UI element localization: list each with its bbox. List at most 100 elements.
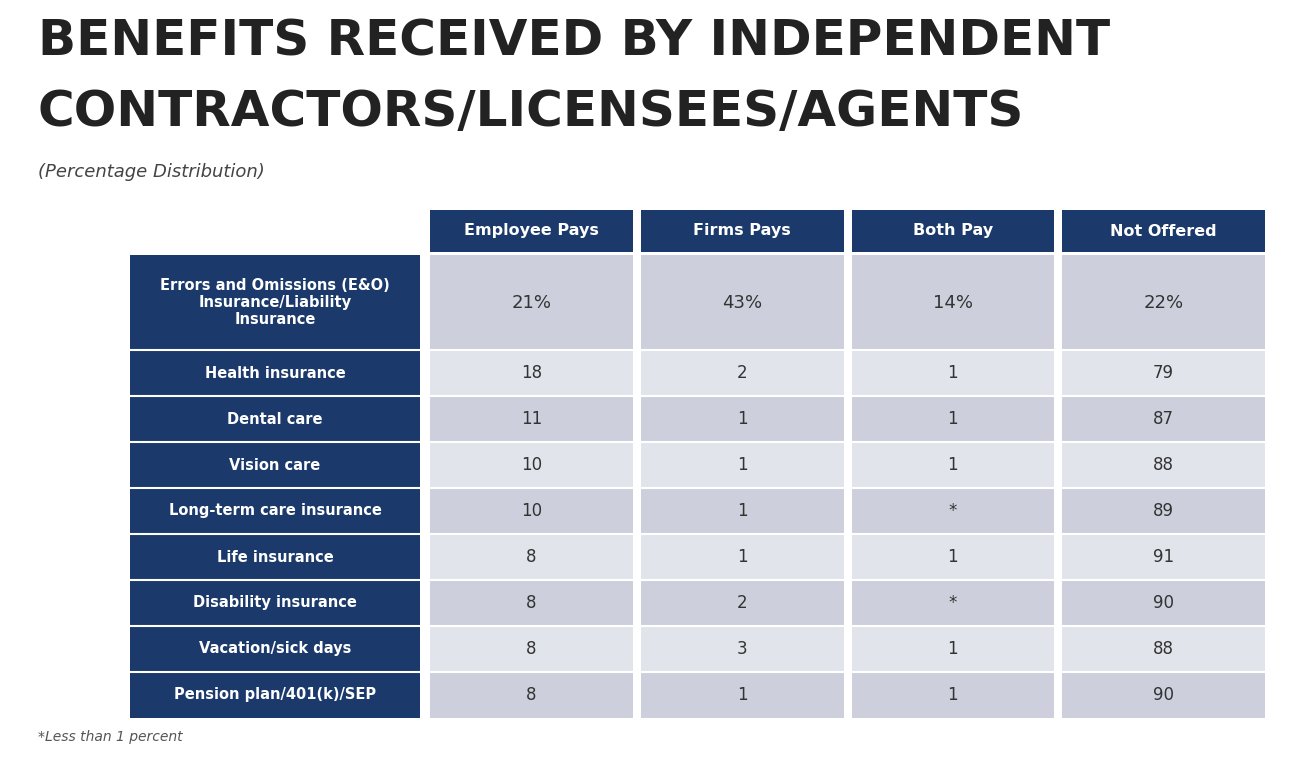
Bar [130, 580, 420, 626]
Text: 88: 88 [1153, 456, 1174, 474]
Bar [1062, 488, 1265, 534]
Bar [130, 626, 420, 672]
Bar [1062, 672, 1265, 718]
Text: 89: 89 [1153, 502, 1174, 520]
Text: Long-term care insurance: Long-term care insurance [169, 503, 381, 519]
Bar [1062, 255, 1265, 350]
Bar [130, 350, 420, 396]
Text: 1: 1 [737, 548, 747, 566]
Text: Life insurance: Life insurance [217, 549, 333, 565]
Text: 8: 8 [526, 548, 537, 566]
Text: CONTRACTORS/LICENSEES/AGENTS: CONTRACTORS/LICENSEES/AGENTS [38, 88, 1024, 136]
Text: 1: 1 [948, 364, 958, 382]
Bar [430, 672, 633, 718]
Bar [130, 534, 420, 580]
Text: (Percentage Distribution): (Percentage Distribution) [38, 163, 265, 181]
Text: 87: 87 [1153, 410, 1174, 428]
Bar [641, 442, 844, 488]
Text: Firms Pays: Firms Pays [693, 224, 790, 238]
Text: 90: 90 [1153, 686, 1174, 704]
Text: 88: 88 [1153, 640, 1174, 658]
Bar [430, 626, 633, 672]
Bar [430, 580, 633, 626]
Text: 8: 8 [526, 594, 537, 612]
Text: 1: 1 [737, 686, 747, 704]
Bar [852, 255, 1054, 350]
Bar [641, 534, 844, 580]
Text: 1: 1 [948, 410, 958, 428]
Text: *: * [949, 502, 957, 520]
Bar [641, 672, 844, 718]
Text: Dental care: Dental care [227, 412, 322, 426]
Text: 43%: 43% [722, 293, 762, 312]
Text: 1: 1 [948, 640, 958, 658]
Bar [852, 534, 1054, 580]
Text: 10: 10 [521, 502, 542, 520]
Text: 10: 10 [521, 456, 542, 474]
Bar [430, 534, 633, 580]
Bar [641, 488, 844, 534]
Text: 2: 2 [737, 364, 747, 382]
Bar [852, 580, 1054, 626]
Bar [641, 210, 844, 252]
Bar [852, 396, 1054, 442]
Text: Errors and Omissions (E&O)
Insurance/Liability
Insurance: Errors and Omissions (E&O) Insurance/Lia… [160, 277, 390, 328]
Bar [1062, 396, 1265, 442]
Text: Disability insurance: Disability insurance [194, 595, 358, 610]
Text: *Less than 1 percent: *Less than 1 percent [38, 730, 182, 744]
Bar [641, 580, 844, 626]
Text: Both Pay: Both Pay [913, 224, 993, 238]
Text: 14%: 14% [933, 293, 972, 312]
Text: Vision care: Vision care [229, 458, 321, 472]
Bar [852, 488, 1054, 534]
Text: 91: 91 [1153, 548, 1174, 566]
Bar [430, 350, 633, 396]
Text: 90: 90 [1153, 594, 1174, 612]
Text: 18: 18 [521, 364, 542, 382]
Bar [130, 672, 420, 718]
Text: 1: 1 [948, 686, 958, 704]
Bar [1062, 442, 1265, 488]
Bar [130, 488, 420, 534]
Text: 8: 8 [526, 640, 537, 658]
Text: *: * [949, 594, 957, 612]
Bar [430, 442, 633, 488]
Bar [130, 396, 420, 442]
Bar [641, 350, 844, 396]
Text: Not Offered: Not Offered [1110, 224, 1217, 238]
Bar [852, 442, 1054, 488]
Bar [1062, 350, 1265, 396]
Text: Employee Pays: Employee Pays [464, 224, 599, 238]
Bar [641, 255, 844, 350]
Bar [430, 210, 633, 252]
Text: 1: 1 [948, 548, 958, 566]
Text: 79: 79 [1153, 364, 1174, 382]
Text: Pension plan/401(k)/SEP: Pension plan/401(k)/SEP [174, 688, 376, 703]
Bar [1062, 580, 1265, 626]
Bar [852, 672, 1054, 718]
Bar [430, 396, 633, 442]
Bar [852, 210, 1054, 252]
Text: 1: 1 [948, 456, 958, 474]
Text: 8: 8 [526, 686, 537, 704]
Text: 1: 1 [737, 410, 747, 428]
Text: 21%: 21% [511, 293, 551, 312]
Text: 3: 3 [737, 640, 747, 658]
Text: Health insurance: Health insurance [204, 365, 346, 380]
Bar [130, 442, 420, 488]
Text: 22%: 22% [1144, 293, 1184, 312]
Text: BENEFITS RECEIVED BY INDEPENDENT: BENEFITS RECEIVED BY INDEPENDENT [38, 18, 1110, 66]
Bar [641, 626, 844, 672]
Bar [852, 626, 1054, 672]
Bar [1062, 210, 1265, 252]
Bar [430, 488, 633, 534]
Bar [641, 396, 844, 442]
Bar [130, 255, 420, 350]
Bar [1062, 626, 1265, 672]
Bar [1062, 534, 1265, 580]
Text: 1: 1 [737, 456, 747, 474]
Text: 1: 1 [737, 502, 747, 520]
Bar [852, 350, 1054, 396]
Bar [430, 255, 633, 350]
Text: 2: 2 [737, 594, 747, 612]
